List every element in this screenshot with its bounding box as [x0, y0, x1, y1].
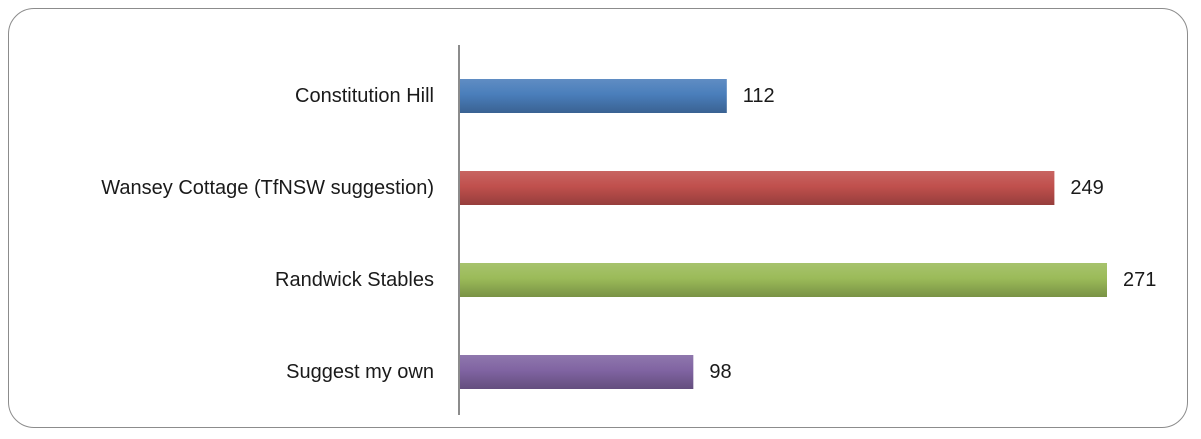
- bar-constitution-hill: [459, 79, 727, 113]
- value-label-randwick-stables: 271: [1123, 269, 1156, 291]
- bars-layer: [459, 79, 1107, 389]
- value-label-constitution-hill: 112: [743, 85, 775, 107]
- category-label-randwick-stables: Randwick Stables: [275, 269, 434, 291]
- bar-wansey-cottage-tfnsw-suggestion: [459, 171, 1055, 205]
- value-label-suggest-my-own: 98: [709, 361, 731, 383]
- category-label-constitution-hill: Constitution Hill: [295, 85, 434, 107]
- category-label-suggest-my-own: Suggest my own: [286, 361, 434, 383]
- category-label-wansey-cottage-tfnsw-suggestion: Wansey Cottage (TfNSW suggestion): [101, 177, 434, 199]
- bar-randwick-stables: [459, 263, 1107, 297]
- value-label-wansey-cottage-tfnsw-suggestion: 249: [1070, 177, 1103, 199]
- bar-suggest-my-own: [459, 355, 694, 389]
- labels-layer: Constitution Hill 112 Wansey Cottage (TfNS…: [101, 85, 1156, 383]
